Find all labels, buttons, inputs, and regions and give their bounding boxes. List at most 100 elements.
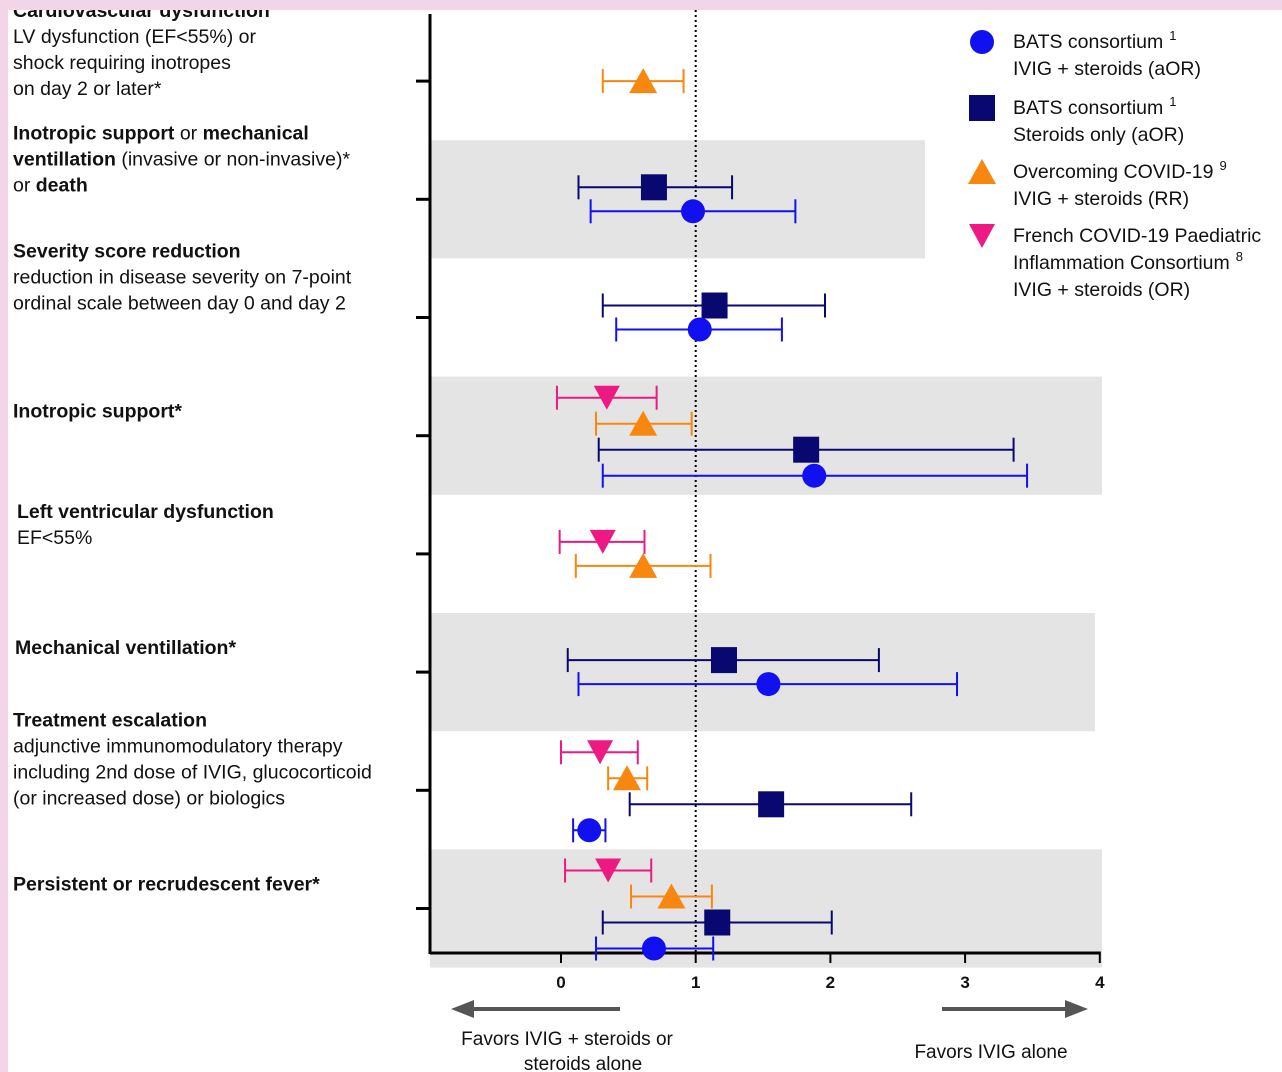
label-segment: or [13, 174, 36, 196]
label-segment: Left ventricular dysfunction [17, 501, 274, 523]
legend-ref-sup: 9 [1219, 158, 1226, 173]
legend-text: French COVID-19 Paediatric [1013, 225, 1261, 247]
label-segment: Inotropic support [13, 122, 175, 144]
point-french [595, 858, 622, 883]
legend-ref-sup: 1 [1169, 94, 1176, 109]
estimate-overcoming [607, 765, 649, 791]
direction-left-line-1: Favors IVIG + steroids or [461, 1029, 673, 1050]
estimate-bats-ivig [577, 672, 959, 697]
legend-text: BATS consortium [1013, 31, 1163, 53]
estimate-bats-ivig [601, 463, 1029, 488]
label-segment: on day 2 or later* [13, 78, 162, 100]
estimate-overcoming [630, 883, 713, 909]
outcome-label-line: ventillation (invasive or non-invasive)* [13, 148, 350, 170]
outcome-label-line: ordinal scale between day 0 and day 2 [13, 293, 346, 315]
estimate-bats-steroids [601, 292, 827, 319]
label-segment: Severity score reduction [13, 241, 241, 263]
point-bats-steroids [704, 909, 731, 936]
point-bats-ivig [641, 936, 666, 961]
legend-label: BATS consortium 1 [1013, 28, 1177, 53]
forest-plot: Cardiovascular dysfunction LV dysfunction… [13, 10, 1261, 1072]
estimate-french [564, 858, 653, 883]
point-overcoming [657, 883, 686, 909]
estimate-bats-ivig [589, 199, 797, 224]
legend-text: IVIG + steroids (aOR) [1013, 58, 1201, 80]
outcome-label-line: Treatment escalation [13, 709, 207, 731]
point-bats-steroids [758, 791, 785, 818]
label-segment: ordinal scale between day 0 and day 2 [13, 293, 346, 315]
estimate-bats-steroids [601, 909, 833, 936]
estimate-overcoming [601, 68, 685, 94]
label-segment: shock requiring inotropes [13, 52, 231, 74]
point-bats-steroids [640, 174, 667, 201]
outcome-label-line: shock requiring inotropes [13, 52, 231, 74]
estimate-bats-steroids [566, 647, 880, 674]
outcome-label-line: or death [13, 174, 88, 196]
point-french [589, 529, 616, 554]
legend-text: IVIG + steroids (OR) [1013, 279, 1190, 301]
direction-annotations: Favors IVIG + steroids or steroids alone F… [451, 1000, 1088, 1072]
legend-label: BATS consortium 1 [1013, 94, 1177, 119]
band-4 [430, 376, 1102, 495]
right-arrow-head [1065, 1000, 1088, 1018]
point-bats-ivig [802, 463, 827, 488]
outcome-labels: Cardiovascular dysfunction LV dysfunction… [13, 10, 372, 896]
label-segment: Cardiovascular dysfunction [13, 10, 270, 22]
point-bats-steroids [793, 436, 820, 463]
x-tick-label: 1 [691, 973, 700, 992]
label-segment: LV dysfunction (EF<55%) or [13, 26, 256, 48]
outcome-label-line: EF<55% [17, 527, 92, 549]
outcome-label-line: reduction in disease severity on 7-point [13, 267, 352, 289]
axes: 0 1 2 3 4 [416, 10, 1105, 992]
legend-label: French COVID-19 Paediatric [1013, 225, 1261, 247]
estimate-bats-steroids [577, 174, 734, 201]
legend-marker-circle [970, 30, 994, 54]
estimate-french [560, 740, 639, 765]
x-tick-label: 2 [826, 973, 835, 992]
estimate-overcoming [595, 410, 693, 436]
label-segment: including 2nd dose of IVIG, glucocortico… [13, 761, 372, 783]
label-segment: reduction in disease severity on 7-point [13, 267, 352, 289]
outcome-label-line: (or increased dose) or biologics [13, 787, 285, 809]
outcome-label-line: on day 2 or later* [13, 78, 162, 100]
legend-label: Inflammation Consortium 8 [1013, 249, 1243, 274]
label-segment: Mechanical ventillation* [15, 637, 236, 659]
label-segment: death [36, 174, 88, 196]
point-bats-ivig [681, 199, 706, 224]
legend: BATS consortium 1 IVIG + steroids (aOR) BAT… [968, 28, 1261, 301]
point-french [593, 385, 620, 410]
outcome-label-line: Cardiovascular dysfunction [13, 10, 270, 22]
outcome-label-line: including 2nd dose of IVIG, glucocortico… [13, 761, 372, 783]
outcome-label-line: Severity score reduction [13, 241, 241, 263]
x-tick-label: 4 [1095, 973, 1105, 992]
outcome-label-line: Left ventricular dysfunction [17, 501, 274, 523]
label-segment: EF<55% [17, 527, 92, 549]
outcome-label-line: adjunctive immunomodulatory therapy [13, 735, 343, 757]
estimate-bats-steroids [628, 791, 913, 818]
label-segment: ventillation [13, 148, 116, 170]
estimate-bats-ivig [595, 936, 715, 961]
point-bats-steroids [701, 292, 728, 319]
x-tick-label: 3 [960, 973, 969, 992]
label-segment: (or increased dose) or biologics [13, 787, 285, 809]
legend-item-overcoming: Overcoming COVID-19 9 IVIG + steroids (RR) [968, 158, 1227, 210]
legend-ref-sup: 1 [1169, 28, 1176, 43]
legend-text: Overcoming COVID-19 [1013, 161, 1213, 183]
outcome-label-line: LV dysfunction (EF<55%) or [13, 26, 256, 48]
legend-text: Inflammation Consortium [1013, 252, 1230, 274]
legend-item-bats-steroids: BATS consortium 1 Steroids only (aOR) [969, 94, 1184, 146]
x-tick-label: 0 [556, 973, 565, 992]
legend-text: Steroids only (aOR) [1013, 124, 1184, 146]
label-segment: adjunctive immunomodulatory therapy [13, 735, 343, 757]
legend-label: Overcoming COVID-19 9 [1013, 158, 1227, 183]
band-8 [430, 849, 1102, 968]
legend-text: IVIG + steroids (RR) [1013, 188, 1189, 210]
estimate-french [558, 529, 646, 554]
point-bats-steroids [710, 647, 737, 674]
legend-marker-square [969, 95, 995, 121]
point-overcoming [629, 552, 658, 578]
estimate-bats-ivig [615, 317, 783, 342]
point-overcoming [613, 765, 642, 791]
legend-text: BATS consortium [1013, 97, 1163, 119]
